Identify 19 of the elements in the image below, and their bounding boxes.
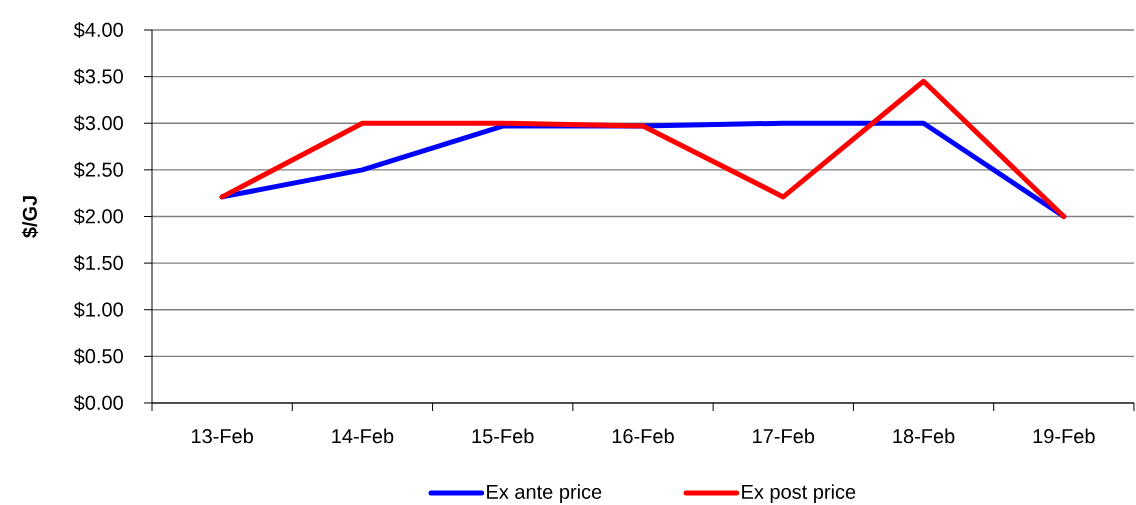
x-tick-label: 14-Feb [332,428,394,444]
y-tick-label: $0.00 [73,394,123,412]
y-tick-label: $2.50 [73,161,123,178]
x-tick-label: 13-Feb [191,428,253,444]
legend-label: Ex post price [742,484,856,503]
y-tick-label: $3.00 [73,115,123,132]
y-tick-label: $4.00 [73,21,123,39]
legend-label: Ex ante price [487,484,602,503]
y-tick-label: $0.50 [73,348,123,365]
x-tick-label: 15-Feb [472,428,534,444]
y-axis-title: $/GJ [21,196,39,238]
x-tick-label: 18-Feb [893,428,955,444]
y-tick-label: $1.00 [73,301,123,318]
x-tick-label: 17-Feb [753,428,815,444]
y-tick-label: $3.50 [73,68,123,85]
x-tick-label: 16-Feb [612,428,674,444]
x-tick-label: 19-Feb [1033,428,1095,444]
y-tick-label: $1.50 [73,255,123,272]
y-tick-label: $2.00 [73,208,123,225]
